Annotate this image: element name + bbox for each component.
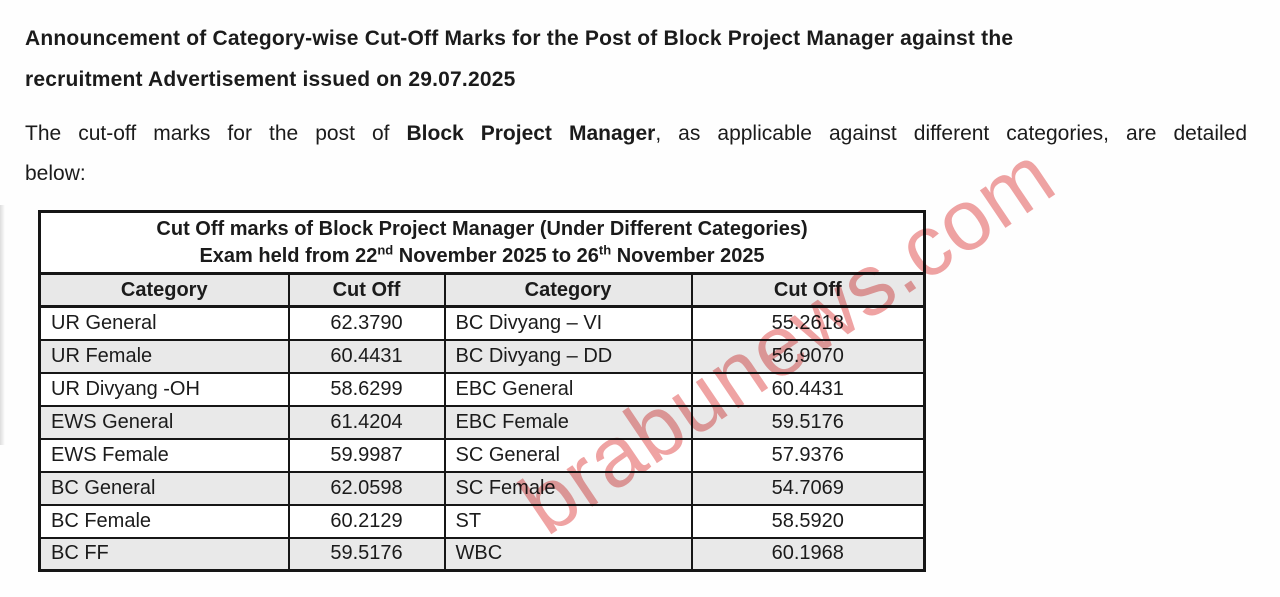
- title2-sup-nd: nd: [377, 242, 394, 258]
- intro-text-before: The cut-off marks for the post of: [25, 122, 407, 145]
- title2-part1: Exam held from 22: [199, 245, 378, 267]
- heading-line-2: recruitment Advertisement issued on 29.0…: [25, 68, 516, 91]
- intro-line-2: below:: [25, 162, 86, 185]
- cutoff-cell: 62.0598: [287, 470, 446, 506]
- cutoff-cell: 60.2129: [287, 503, 446, 539]
- category-cell: ST: [443, 503, 693, 539]
- cutoff-cell: 55.2618: [690, 305, 926, 341]
- category-cell: UR Divyang -OH: [38, 371, 290, 407]
- table-row: BC Female 60.2129 ST 58.5920: [38, 503, 926, 539]
- cutoff-cell: 58.6299: [287, 371, 446, 407]
- cutoff-cell: 58.5920: [690, 503, 926, 539]
- category-cell: SC Female: [443, 470, 693, 506]
- title2-part3: November 2025: [611, 245, 765, 267]
- category-cell: UR General: [38, 305, 290, 341]
- cutoff-table: Cut Off marks of Block Project Manager (…: [37, 210, 927, 572]
- category-cell: EWS General: [38, 404, 290, 440]
- header-cutoff-right: Cut Off: [690, 272, 926, 308]
- table-row: EWS General 61.4204 EBC Female 59.5176: [38, 404, 926, 440]
- cutoff-cell: 59.5176: [287, 536, 446, 572]
- intro-line-1: The cut-off marks for the post of Block …: [25, 114, 1247, 154]
- cutoff-cell: 62.3790: [287, 305, 446, 341]
- table-title: Cut Off marks of Block Project Manager (…: [37, 210, 927, 275]
- document-heading: Announcement of Category-wise Cut-Off Ma…: [25, 18, 1247, 100]
- intro-post-name: Block Project Manager: [406, 122, 656, 145]
- category-cell: BC Divyang – DD: [443, 338, 693, 374]
- header-cutoff-left: Cut Off: [287, 272, 446, 308]
- category-cell: SC General: [443, 437, 693, 473]
- heading-line-1: Announcement of Category-wise Cut-Off Ma…: [25, 27, 1014, 50]
- category-cell: BC FF: [38, 536, 290, 572]
- table-title-row: Cut Off marks of Block Project Manager (…: [37, 210, 927, 275]
- table-row: UR Divyang -OH 58.6299 EBC General 60.44…: [38, 371, 926, 407]
- category-cell: UR Female: [38, 338, 290, 374]
- cutoff-cell: 60.4431: [287, 338, 446, 374]
- category-cell: EBC Female: [443, 404, 693, 440]
- header-category-left: Category: [38, 272, 290, 308]
- cutoff-cell: 59.5176: [690, 404, 926, 440]
- table-row: EWS Female 59.9987 SC General 57.9376: [38, 437, 926, 473]
- intro-text-after: , as applicable against different catego…: [655, 122, 1248, 145]
- table-row: UR Female 60.4431 BC Divyang – DD 56.907…: [38, 338, 926, 374]
- cutoff-cell: 61.4204: [287, 404, 446, 440]
- title2-sup-th: th: [598, 242, 612, 258]
- category-cell: BC General: [38, 470, 290, 506]
- category-cell: EWS Female: [38, 437, 290, 473]
- category-cell: BC Divyang – VI: [443, 305, 693, 341]
- table-title-line-1: Cut Off marks of Block Project Manager (…: [156, 218, 808, 240]
- table-header-row: Category Cut Off Category Cut Off: [38, 272, 926, 308]
- category-cell: EBC General: [443, 371, 693, 407]
- title2-part2: November 2025 to 26: [393, 245, 599, 267]
- scan-edge-shadow: [0, 205, 5, 445]
- cutoff-cell: 57.9376: [690, 437, 926, 473]
- cutoff-cell: 60.4431: [690, 371, 926, 407]
- table-title-line-2: Exam held from 22nd November 2025 to 26t…: [43, 242, 922, 270]
- cutoff-cell: 56.9070: [690, 338, 926, 374]
- intro-paragraph: The cut-off marks for the post of Block …: [25, 114, 1247, 194]
- table-row: BC FF 59.5176 WBC 60.1968: [38, 536, 926, 572]
- category-cell: BC Female: [38, 503, 290, 539]
- cutoff-cell: 59.9987: [287, 437, 446, 473]
- table-row: UR General 62.3790 BC Divyang – VI 55.26…: [38, 305, 926, 341]
- cutoff-table-container: Cut Off marks of Block Project Manager (…: [37, 210, 927, 572]
- header-category-right: Category: [443, 272, 693, 308]
- table-row: BC General 62.0598 SC Female 54.7069: [38, 470, 926, 506]
- cutoff-cell: 54.7069: [690, 470, 926, 506]
- cutoff-cell: 60.1968: [690, 536, 926, 572]
- category-cell: WBC: [443, 536, 693, 572]
